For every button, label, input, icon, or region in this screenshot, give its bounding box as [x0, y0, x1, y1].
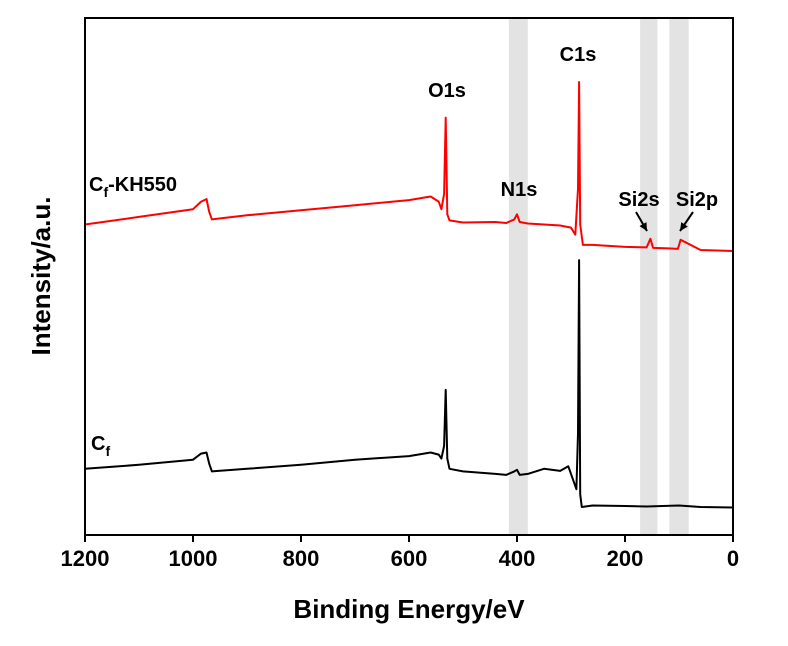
highlight-band-0 — [508, 18, 528, 535]
x-tick-label: 0 — [727, 546, 739, 571]
x-axis-ticks: 1200 1000 800 600 400 200 0 — [61, 535, 739, 571]
arrow-head-si2p — [680, 222, 688, 231]
highlight-bands — [508, 18, 689, 535]
x-tick-label: 200 — [607, 546, 644, 571]
series-line-cf-kh550 — [84, 81, 734, 252]
x-tick-label: 400 — [499, 546, 536, 571]
series-labels: Cf-KH550 Cf — [89, 174, 177, 459]
series-label-cf: Cf — [91, 433, 110, 459]
peak-label-o1s: O1s — [428, 80, 466, 102]
x-tick-label: 800 — [283, 546, 320, 571]
y-axis-title: Intensity/a.u. — [26, 197, 56, 356]
series-label-cf-kh550: Cf-KH550 — [89, 174, 177, 200]
x-axis-title: Binding Energy/eV — [293, 594, 525, 624]
peak-label-si2s: Si2s — [618, 189, 659, 211]
arrow-head-si2s — [639, 222, 647, 231]
peak-label-n1s: N1s — [501, 179, 538, 201]
x-tick-label: 1200 — [61, 546, 110, 571]
peak-label-si2p: Si2p — [676, 189, 718, 211]
x-tick-label: 1000 — [169, 546, 218, 571]
plot-frame — [84, 17, 734, 536]
x-tick-label: 600 — [391, 546, 428, 571]
peak-labels: O1s C1s N1s Si2s Si2p — [428, 44, 718, 232]
series-layer — [84, 81, 734, 509]
highlight-band-1 — [640, 18, 658, 535]
peak-label-c1s: C1s — [560, 44, 597, 66]
highlight-band-2 — [669, 18, 689, 535]
series-line-cf — [84, 259, 734, 509]
